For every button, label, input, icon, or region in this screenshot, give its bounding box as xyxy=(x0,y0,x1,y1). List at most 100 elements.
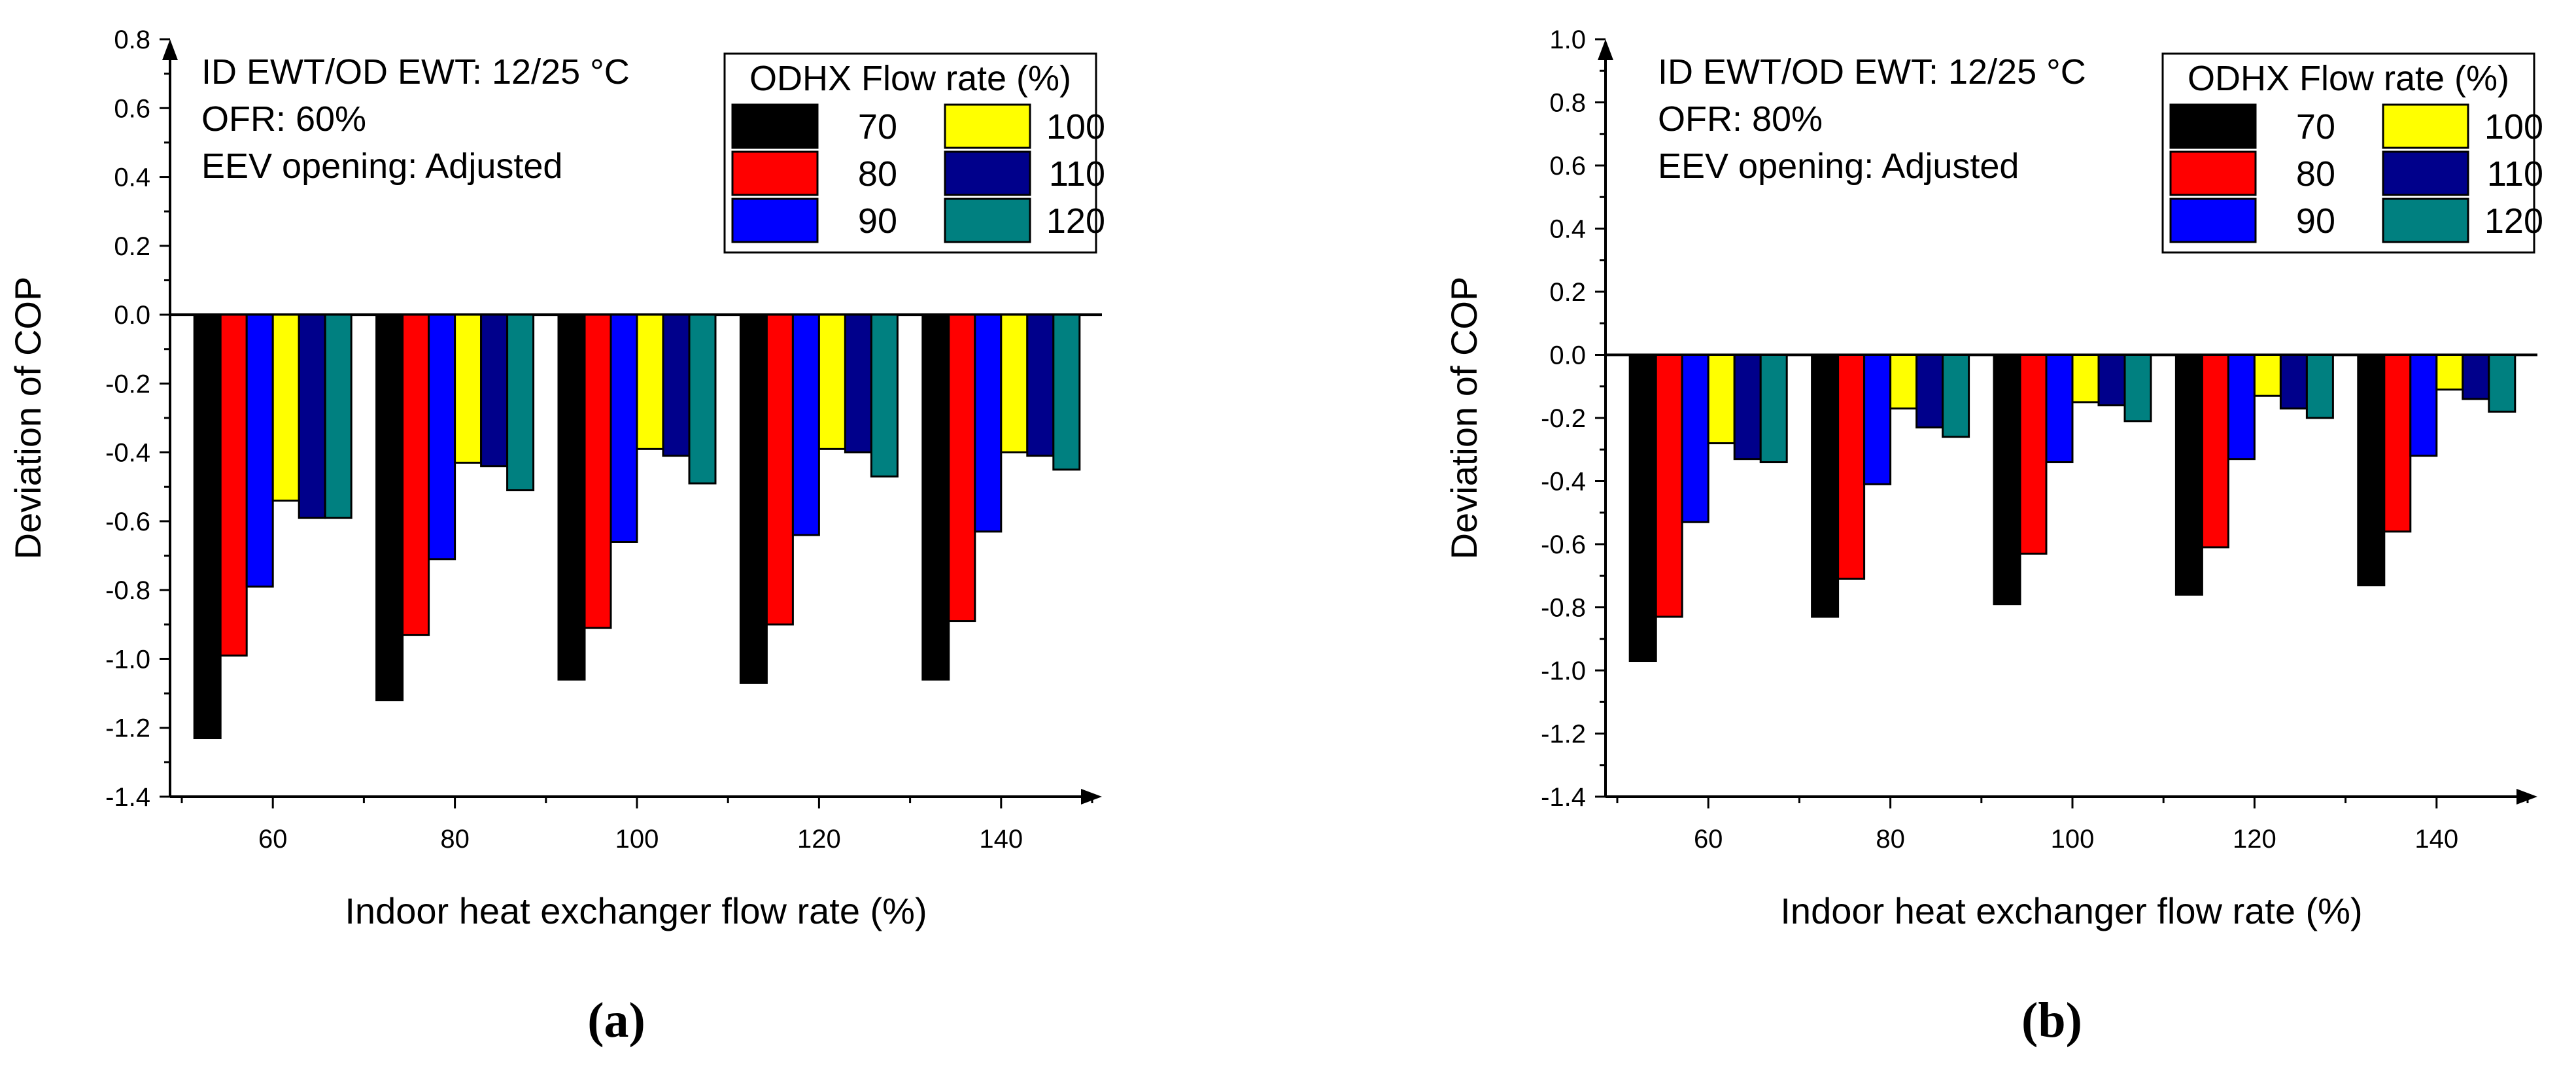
x-tick-label: 80 xyxy=(440,825,470,854)
bar-90-60 xyxy=(245,313,274,588)
bar-80-100 xyxy=(583,313,612,629)
y-tick-label: -1.2 xyxy=(105,714,150,743)
y-tick-label: -0.6 xyxy=(1541,530,1586,559)
bar-120-60 xyxy=(324,313,352,519)
legend-label-80: 80 xyxy=(858,154,897,194)
bar-110-120 xyxy=(2279,354,2308,410)
legend-label-110: 110 xyxy=(1049,154,1105,194)
legend-title: ODHX Flow rate (%) xyxy=(2188,59,2509,98)
chart-panel-a: -1.4 -1.2 -1.0 -0.8 -0.6 -0.4 -0.2 0.0 0.2 0.4 0.6… xyxy=(7,26,1105,1048)
y-tick-label: 1.0 xyxy=(1549,26,1586,54)
bar-120-60 xyxy=(1759,354,1788,464)
bar-70-60 xyxy=(1628,354,1657,663)
bar-100-120 xyxy=(2253,354,2282,397)
bar-100-100 xyxy=(2071,354,2100,404)
legend-label-100: 100 xyxy=(1046,107,1105,147)
bar-90-120 xyxy=(2227,354,2256,460)
bar-110-60 xyxy=(1733,354,1762,460)
bar-70-80 xyxy=(1811,354,1840,618)
bar-90-140 xyxy=(2409,354,2438,457)
y-tick-label: 0.8 xyxy=(114,26,150,54)
annotation-text: EEV opening: Adjusted xyxy=(1658,147,2019,186)
y-tick-label: -1.2 xyxy=(1541,720,1586,749)
chart-panel-b: -1.4 -1.2 -1.0 -0.8 -0.6 -0.4 -0.2 0.0 0.2 0.4 0.6… xyxy=(1443,26,2543,1048)
legend-label-70: 70 xyxy=(858,107,897,147)
legend-label-120: 120 xyxy=(1046,201,1105,241)
bar-70-140 xyxy=(2357,354,2386,587)
bar-120-80 xyxy=(1942,354,1970,438)
annotation-text: EEV opening: Adjusted xyxy=(201,147,562,186)
x-tick-label: 100 xyxy=(615,825,659,854)
annotation-text: OFR: 80% xyxy=(1658,99,1823,139)
bar-100-60 xyxy=(1707,354,1736,445)
bar-100-120 xyxy=(817,313,846,450)
y-axis-title: Deviation of COP xyxy=(7,277,48,560)
bar-100-100 xyxy=(636,313,664,450)
x-axis-title: Indoor heat exchanger flow rate (%) xyxy=(1780,890,2362,931)
bar-70-100 xyxy=(557,313,586,681)
y-tick-label: -0.2 xyxy=(1541,404,1586,433)
bar-80-60 xyxy=(1655,354,1683,618)
y-axis-arrow xyxy=(162,39,178,60)
legend-label-80: 80 xyxy=(2296,154,2335,194)
bar-110-100 xyxy=(662,313,691,457)
y-tick-label: -0.8 xyxy=(1541,594,1586,623)
bar-100-140 xyxy=(1000,313,1029,454)
bar-90-80 xyxy=(428,313,456,561)
x-tick-label: 120 xyxy=(797,825,841,854)
bar-90-100 xyxy=(610,313,638,543)
bar-80-100 xyxy=(2019,354,2048,555)
bar-110-80 xyxy=(480,313,509,468)
bar-80-140 xyxy=(2383,354,2412,533)
bar-100-80 xyxy=(454,313,483,464)
bar-80-60 xyxy=(219,313,248,657)
y-axis-title: Deviation of COP xyxy=(1443,277,1485,560)
y-tick-label: 0.0 xyxy=(1549,341,1586,370)
bar-70-140 xyxy=(921,313,950,681)
bar-110-120 xyxy=(844,313,872,454)
legend-swatch-90 xyxy=(731,198,819,243)
y-tick-label: -0.4 xyxy=(105,439,150,468)
bar-70-120 xyxy=(739,313,768,684)
panel-label: (b) xyxy=(2021,993,2082,1048)
x-tick-label: 140 xyxy=(979,825,1023,854)
legend-title: ODHX Flow rate (%) xyxy=(749,59,1071,98)
y-tick-label: 0.6 xyxy=(1549,152,1586,181)
bar-70-60 xyxy=(193,313,222,740)
annotation-text: ID EWT/OD EWT: 12/25 °C xyxy=(1658,52,2086,92)
legend-swatch-110 xyxy=(944,150,1031,196)
bar-90-100 xyxy=(2045,354,2074,464)
legend-label-110: 110 xyxy=(2487,154,2543,194)
bar-100-80 xyxy=(1889,354,1918,410)
x-tick-label: 100 xyxy=(2051,825,2095,854)
y-axis-arrow xyxy=(1598,39,1613,60)
legend-swatch-70 xyxy=(2169,103,2257,149)
legend-label-120: 120 xyxy=(2484,201,2543,241)
legend-label-100: 100 xyxy=(2484,107,2543,147)
x-tick-label: 140 xyxy=(2414,825,2458,854)
y-tick-label: 0.6 xyxy=(114,94,150,123)
y-tick-label: 0.4 xyxy=(1549,215,1586,244)
y-tick-label: -0.8 xyxy=(105,576,150,605)
bar-90-60 xyxy=(1681,354,1709,523)
bar-120-80 xyxy=(506,313,535,492)
legend-swatch-120 xyxy=(2382,198,2469,243)
y-tick-label: -1.0 xyxy=(105,645,150,674)
bar-120-140 xyxy=(1052,313,1081,471)
bar-80-140 xyxy=(948,313,976,623)
legend-swatch-80 xyxy=(2169,150,2257,196)
bar-110-60 xyxy=(298,313,326,519)
bar-80-80 xyxy=(402,313,430,636)
bar-70-100 xyxy=(1993,354,2021,606)
y-tick-label: 0.8 xyxy=(1549,89,1586,118)
x-tick-label: 80 xyxy=(1876,825,1905,854)
bar-90-120 xyxy=(791,313,820,536)
y-tick-label: 0.0 xyxy=(114,301,150,330)
y-tick-label: -1.4 xyxy=(1541,783,1586,812)
legend-label-90: 90 xyxy=(2296,201,2335,241)
legend-swatch-80 xyxy=(731,150,819,196)
legend-label-70: 70 xyxy=(2296,107,2335,147)
bar-110-80 xyxy=(1915,354,1944,428)
x-tick-label: 60 xyxy=(1694,825,1723,854)
